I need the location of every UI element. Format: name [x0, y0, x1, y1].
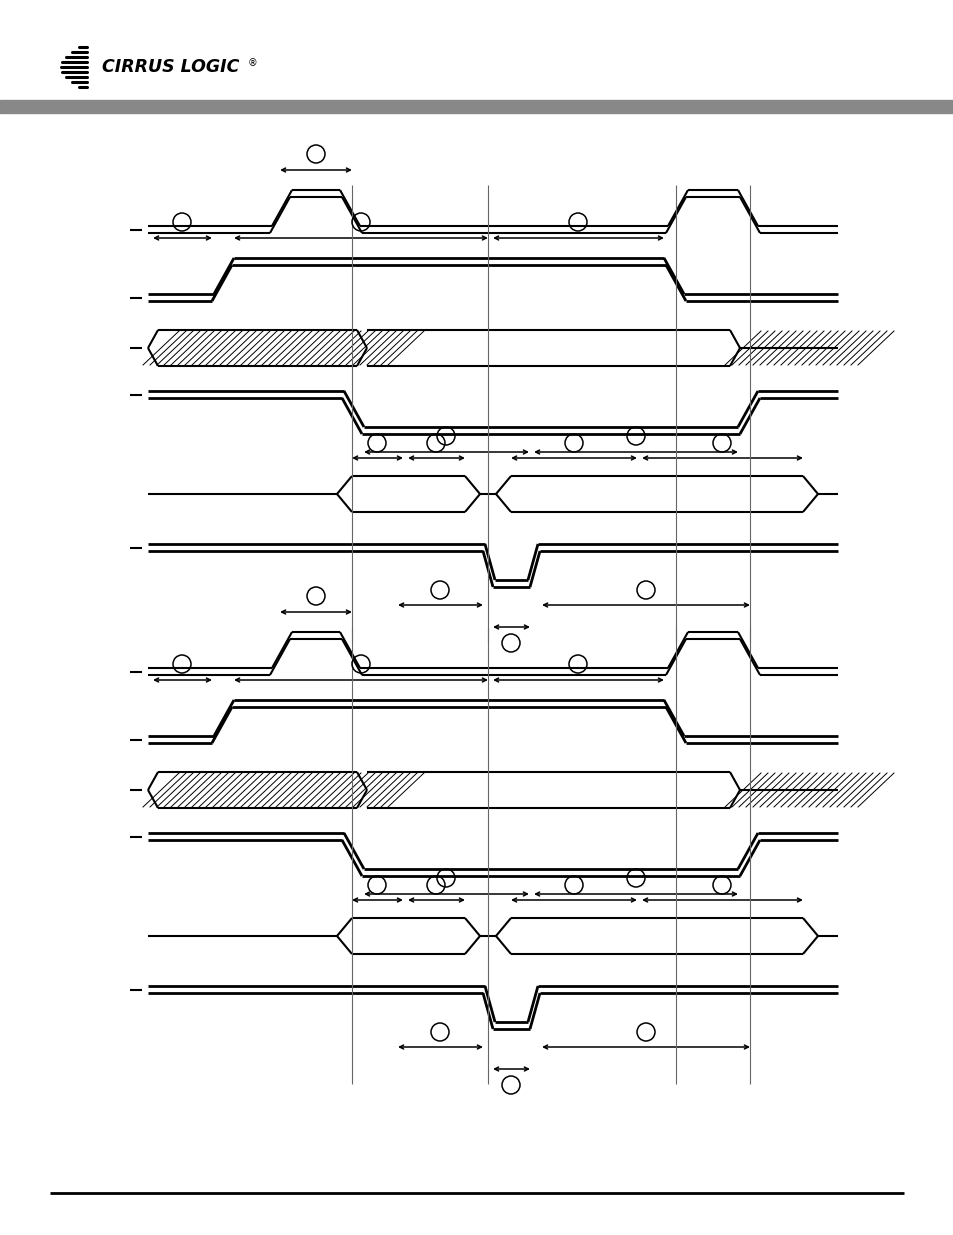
Text: ®: ® — [248, 58, 257, 68]
Bar — [0, 100, 953, 112]
Text: CIRRUS LOGIC: CIRRUS LOGIC — [102, 58, 239, 77]
